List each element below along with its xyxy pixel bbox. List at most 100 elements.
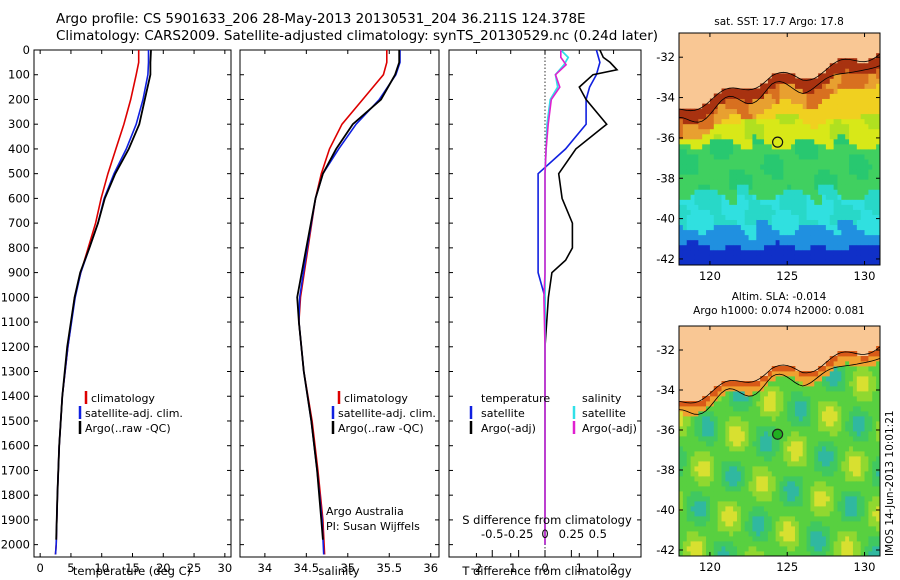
grid-cell bbox=[814, 159, 819, 165]
grid-cell bbox=[771, 496, 777, 502]
grid-cell bbox=[733, 204, 738, 210]
grid-cell bbox=[814, 234, 819, 241]
grid-cell bbox=[829, 103, 835, 110]
grid-cell bbox=[686, 244, 691, 251]
grid-cell bbox=[860, 431, 865, 437]
grid-cell bbox=[818, 224, 823, 231]
grid-cell bbox=[733, 411, 738, 417]
grid-cell bbox=[806, 486, 811, 492]
grid-cell bbox=[694, 214, 699, 221]
grid-cell bbox=[717, 391, 722, 397]
grid-cell bbox=[849, 249, 854, 256]
grid-cell bbox=[798, 541, 804, 547]
legend-argo-label: Argo(..raw -QC) bbox=[338, 422, 424, 435]
grid-cell bbox=[872, 189, 877, 195]
grid-cell bbox=[779, 421, 784, 427]
grid-cell bbox=[709, 189, 715, 195]
grid-cell bbox=[814, 214, 819, 221]
grid-cell bbox=[798, 234, 804, 241]
grid-cell bbox=[721, 189, 726, 195]
grid-cell bbox=[806, 164, 811, 170]
grid-cell bbox=[736, 416, 742, 422]
grid-cell bbox=[740, 128, 746, 135]
grid-cell bbox=[752, 199, 757, 205]
grid-cell bbox=[849, 431, 854, 437]
grid-cell bbox=[860, 551, 865, 556]
grid-cell bbox=[876, 401, 880, 407]
grid-cell bbox=[752, 401, 757, 407]
grid-cell bbox=[794, 138, 800, 145]
grid-cell bbox=[856, 491, 862, 497]
grid-cell bbox=[694, 239, 699, 246]
grid-cell bbox=[829, 68, 835, 74]
grid-cell bbox=[706, 199, 711, 205]
grid-cell bbox=[806, 78, 811, 84]
grid-cell bbox=[787, 521, 792, 527]
grid-cell bbox=[833, 501, 838, 507]
grid-cell bbox=[845, 103, 850, 110]
grid-cell bbox=[822, 371, 827, 377]
grid-cell bbox=[794, 83, 800, 89]
grid-cell bbox=[733, 521, 738, 527]
grid-cell bbox=[752, 531, 757, 537]
grid-cell bbox=[694, 526, 699, 532]
grid-cell bbox=[845, 526, 850, 532]
grid-cell bbox=[717, 159, 722, 165]
grid-cell bbox=[856, 113, 862, 120]
grid-cell bbox=[682, 249, 688, 256]
depth-tick-label: 1200 bbox=[1, 340, 30, 354]
grid-cell bbox=[771, 381, 777, 387]
grid-cell bbox=[852, 149, 858, 155]
grid-cell bbox=[756, 259, 761, 265]
grid-cell bbox=[706, 486, 711, 492]
grid-cell bbox=[810, 451, 815, 457]
grid-cell bbox=[771, 229, 777, 236]
grid-cell bbox=[837, 356, 842, 362]
grid-cell bbox=[733, 149, 738, 155]
grid-cell bbox=[748, 164, 753, 170]
grid-cell bbox=[709, 113, 715, 120]
x-tick-label: 20 bbox=[156, 561, 171, 575]
grid-cell bbox=[810, 224, 815, 231]
grid-cell bbox=[849, 133, 854, 140]
grid-cell bbox=[756, 426, 761, 432]
grid-cell bbox=[736, 199, 742, 205]
grid-cell bbox=[794, 219, 800, 226]
grid-cell bbox=[783, 199, 788, 205]
grid-cell bbox=[756, 229, 761, 236]
grid-cell bbox=[822, 476, 827, 482]
grid-cell bbox=[771, 486, 777, 492]
grid-cell bbox=[837, 416, 842, 422]
grid-cell bbox=[872, 406, 877, 412]
grid-cell bbox=[876, 118, 880, 125]
grid-cell bbox=[818, 234, 823, 241]
grid-cell bbox=[760, 431, 765, 437]
grid-cell bbox=[822, 516, 827, 522]
grid-cell bbox=[787, 164, 792, 170]
grid-cell bbox=[729, 154, 734, 160]
grid-cell bbox=[849, 174, 854, 180]
grid-cell bbox=[682, 128, 688, 135]
grid-cell bbox=[764, 244, 769, 251]
grid-cell bbox=[729, 204, 734, 210]
grid-cell bbox=[787, 169, 792, 175]
grid-cell bbox=[791, 471, 796, 477]
grid-cell bbox=[837, 421, 842, 427]
grid-cell bbox=[787, 194, 792, 200]
grid-cell bbox=[849, 396, 854, 402]
grid-cell bbox=[740, 541, 746, 547]
grid-cell bbox=[690, 214, 695, 221]
grid-cell bbox=[849, 481, 854, 487]
grid-cell bbox=[694, 471, 699, 477]
grid-cell bbox=[837, 174, 842, 180]
grid-cell bbox=[775, 194, 780, 200]
grid-cell bbox=[744, 516, 749, 522]
grid-cell bbox=[864, 506, 869, 512]
grid-cell bbox=[744, 451, 749, 457]
grid-cell bbox=[810, 371, 815, 377]
grid-cell bbox=[760, 526, 765, 532]
grid-cell bbox=[706, 189, 711, 195]
grid-cell bbox=[841, 481, 846, 487]
grid-cell bbox=[783, 526, 788, 532]
grid-cell bbox=[736, 391, 742, 397]
